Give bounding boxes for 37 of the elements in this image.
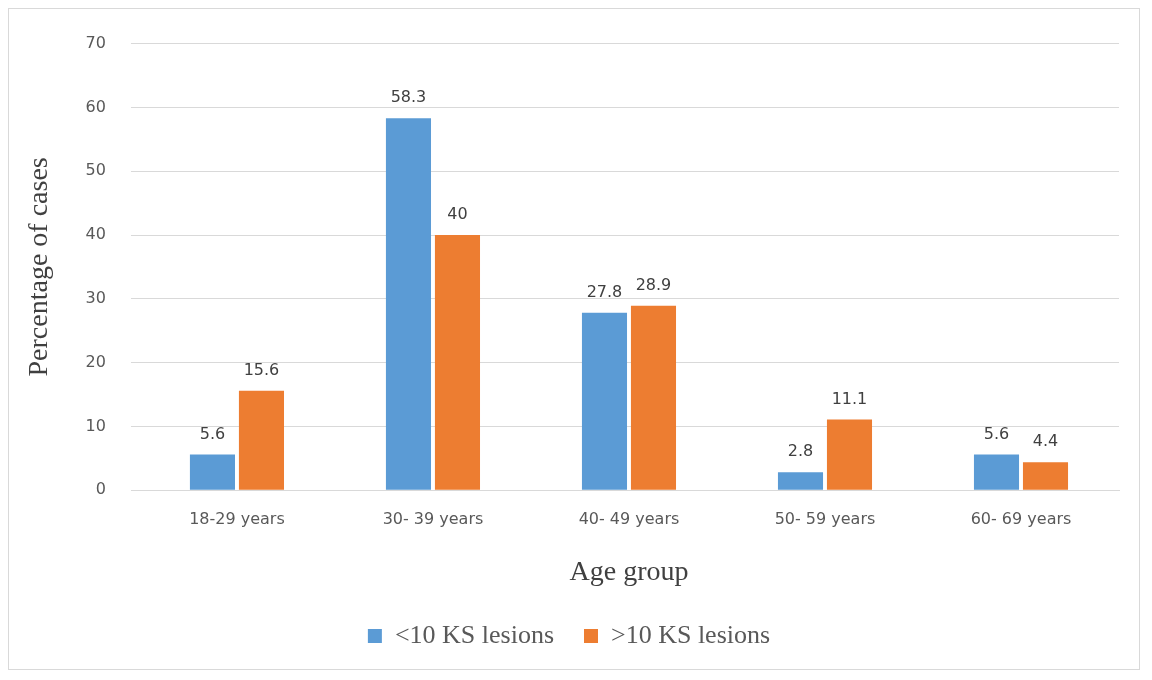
y-tick-label: 70: [85, 32, 106, 52]
y-tick-label: 30: [85, 287, 106, 307]
y-tick-label: 20: [85, 351, 106, 371]
y-tick-label: 40: [85, 224, 106, 244]
data-label: 58.3: [390, 87, 427, 107]
legend-label: >10 KS lesions: [611, 619, 771, 649]
bar: [385, 118, 432, 490]
x-tick-label: 60- 69 years: [970, 508, 1072, 528]
x-tick-label: 18-29 years: [189, 508, 285, 528]
x-tick-label: 50- 59 years: [774, 508, 876, 528]
bar: [826, 419, 873, 490]
data-label: 15.6: [243, 359, 280, 379]
data-label: 5.6: [199, 423, 226, 443]
bar: [630, 305, 677, 490]
data-label: 4.4: [1032, 431, 1059, 451]
bar: [434, 235, 481, 490]
x-axis-title: Age group: [569, 554, 689, 586]
bar: [1022, 462, 1069, 490]
data-label: 40: [447, 204, 468, 224]
bar: [238, 390, 285, 490]
data-label: 2.8: [787, 441, 814, 461]
y-tick-label: 50: [85, 160, 106, 180]
bar: [777, 472, 824, 490]
data-label: 5.6: [983, 423, 1010, 443]
bar: [973, 454, 1020, 490]
y-tick-label: 0: [95, 479, 106, 499]
data-label: 11.1: [831, 388, 868, 408]
legend-label: <10 KS lesions: [394, 619, 554, 649]
x-tick-label: 30- 39 years: [382, 508, 484, 528]
bar: [581, 312, 628, 490]
data-label: 27.8: [586, 281, 623, 301]
bar: [189, 454, 235, 490]
data-label: 28.9: [635, 274, 672, 294]
y-axis-title: Percentage of cases: [22, 157, 54, 377]
y-tick-label: 60: [85, 96, 106, 116]
x-tick-label: 40- 49 years: [578, 508, 680, 528]
y-tick-label: 10: [85, 415, 106, 435]
